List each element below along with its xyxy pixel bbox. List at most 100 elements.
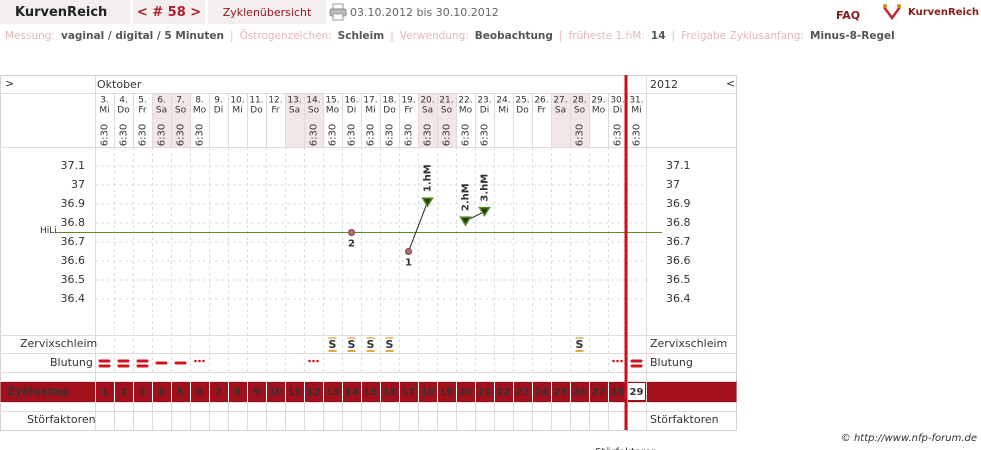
day-date: 3. [100, 96, 109, 106]
printer-glyph [329, 3, 347, 21]
hm-label: 2.hM [461, 183, 472, 211]
day-date: 7. [176, 96, 185, 106]
collapse-right: < [726, 77, 735, 90]
day-date: 19. [401, 96, 415, 106]
day-date: 12. [268, 96, 282, 106]
day-date: 14. [306, 96, 320, 106]
day-time: 6:30 [442, 124, 453, 146]
row-label: Blutung [50, 356, 93, 369]
faq-link[interactable]: FAQ [836, 8, 861, 22]
cycle-day: 10 [269, 387, 283, 398]
cycle-day: 24 [535, 387, 549, 398]
cycle-day: 22 [497, 387, 511, 398]
day-weekday: Mo [326, 106, 340, 116]
temperature-point [459, 216, 472, 227]
bleeding-bar [117, 359, 130, 363]
bleeding-icon [194, 359, 205, 363]
day-weekday: Fr [271, 106, 280, 116]
logo-icon[interactable] [882, 0, 902, 24]
day-time: 6:30 [366, 124, 377, 146]
y-tick-label: 36.6 [61, 254, 86, 267]
weekend-shade [570, 93, 589, 147]
setting-label: Messung: [5, 30, 55, 42]
row-label: Störfaktoren [27, 413, 96, 426]
setting-value: 14 [650, 30, 666, 42]
bleeding-dot [620, 359, 623, 363]
cycle-day: 18 [421, 387, 435, 398]
row-label: Zyklustag [7, 385, 68, 398]
cycle-day: 21 [478, 387, 492, 398]
day-weekday: Sa [422, 106, 433, 116]
y-tick-label: 37 [71, 178, 85, 191]
printer-icon[interactable] [329, 0, 347, 24]
bleeding-bar [98, 359, 111, 363]
day-date: 17. [363, 96, 377, 106]
overview-tab[interactable]: Zyklenübersicht [208, 0, 326, 24]
bleeding-bar [174, 361, 187, 365]
y-tick-label-right: 37.1 [666, 159, 691, 172]
day-date: 30. [610, 96, 624, 106]
weekend-shade [437, 93, 456, 147]
row-label: Zervixschleim [650, 337, 727, 350]
cycle-day: 11 [288, 387, 302, 398]
cycle-day: 3 [139, 387, 146, 398]
y-tick-label: 36.5 [61, 273, 86, 286]
brand[interactable]: KurvenReich [0, 0, 130, 24]
day-weekday: Mi [498, 106, 508, 116]
day-date: 21. [439, 96, 453, 106]
bleeding-dot [312, 359, 315, 363]
day-weekday: Do [516, 106, 529, 116]
day-time: 6:30 [176, 124, 187, 146]
day-date: 22. [458, 96, 472, 106]
cycle-day: 26 [573, 387, 587, 398]
day-weekday: Fr [404, 106, 413, 116]
day-date: 9. [214, 96, 223, 106]
cycle-day: 17 [402, 387, 416, 398]
low-label: 2 [348, 239, 355, 250]
bleeding-bar [98, 364, 111, 368]
bleeding-icon [612, 359, 623, 363]
mucus-sign: S [329, 338, 337, 351]
logo-text[interactable]: KurvenReich [908, 6, 980, 18]
day-time: 6:30 [138, 124, 149, 146]
day-time: 6:30 [309, 124, 320, 146]
cycle-day: 16 [383, 387, 397, 398]
weekend-shade [304, 93, 323, 147]
cycle-day: 28 [611, 387, 625, 398]
separator: | [671, 30, 676, 42]
hm-label: 3.hM [480, 174, 491, 202]
mucus-sign: S [367, 338, 375, 351]
day-time: 6:30 [347, 124, 358, 146]
y-tick-label-right: 36.6 [666, 254, 691, 267]
row-label: Zervixschleim [20, 337, 97, 350]
cycle-day: 6 [196, 387, 203, 398]
day-date: 5. [138, 96, 147, 106]
weekend-shade [418, 93, 437, 147]
weekend-shade [285, 93, 304, 147]
y-tick-label: 36.8 [61, 216, 86, 229]
day-weekday: Di [613, 106, 622, 116]
bleeding-dot [194, 359, 197, 363]
bleeding-bar [155, 361, 168, 365]
day-date: 6. [157, 96, 166, 106]
day-time: 6:30 [480, 124, 491, 146]
y-tick-label-right: 36.5 [666, 273, 691, 286]
row-label: Blutung [650, 356, 693, 369]
day-weekday: Do [250, 106, 263, 116]
mucus-sign: S [348, 338, 356, 351]
temperature-point [421, 197, 434, 208]
separator: | [230, 30, 234, 42]
y-tick-label-right: 36.8 [666, 216, 691, 229]
y-tick-label-right: 36.7 [666, 235, 691, 248]
low-label: 1 [405, 258, 412, 269]
day-weekday: Fr [138, 106, 147, 116]
day-date: 15. [325, 96, 339, 106]
cycle-nav[interactable]: < # 58 > [133, 0, 205, 24]
day-time: 6:30 [632, 124, 643, 146]
bleeding-bar [136, 359, 149, 363]
cycle-row [0, 381, 737, 402]
day-time: 6:30 [328, 124, 339, 146]
bleeding-icon [155, 361, 168, 365]
bleeding-icon [174, 361, 187, 365]
cycle-day: 25 [554, 387, 568, 398]
